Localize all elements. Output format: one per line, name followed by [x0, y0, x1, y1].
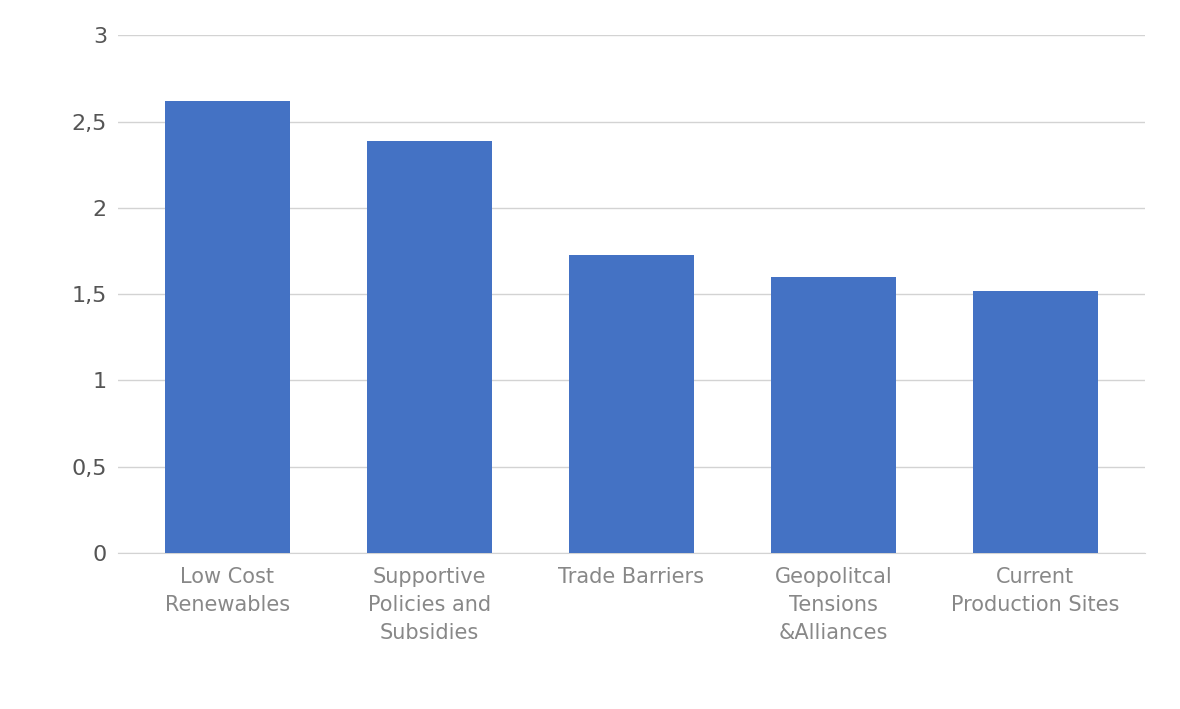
Bar	[367, 140, 492, 553]
Bar	[771, 277, 896, 553]
Bar	[569, 255, 694, 553]
Bar	[165, 101, 290, 553]
Bar	[972, 291, 1097, 553]
